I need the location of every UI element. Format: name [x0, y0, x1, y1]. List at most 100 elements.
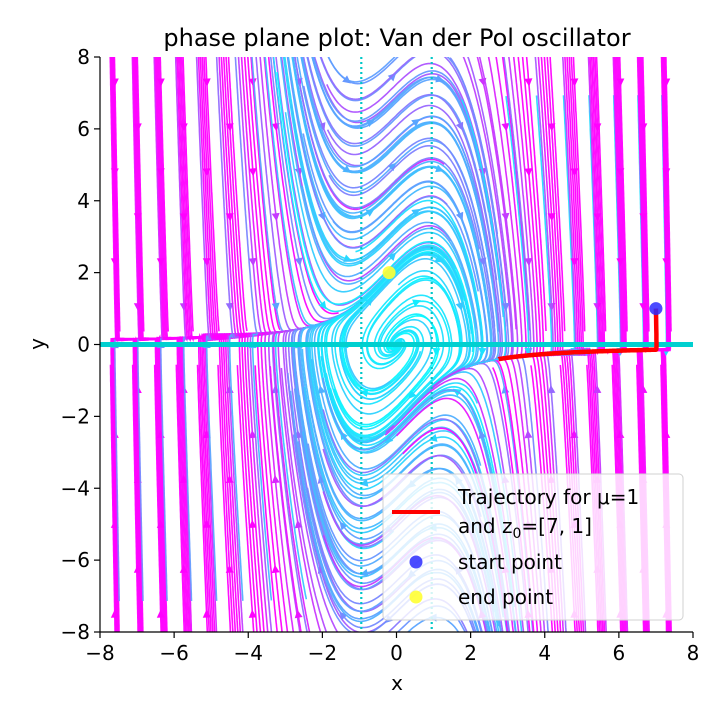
streamline [594, 57, 606, 353]
streamline-arrow [248, 257, 257, 267]
x-tick-label: −8 [85, 641, 114, 665]
streamline-arrow [593, 385, 602, 394]
streamline-arrow [271, 212, 280, 222]
x-tick-label: −4 [234, 641, 263, 665]
streamline-arrow [248, 609, 257, 618]
streamline [135, 57, 149, 340]
streamline [327, 57, 396, 83]
streamline-arrow [432, 347, 441, 357]
streamline-arrow [359, 478, 369, 487]
streamline-arrow [271, 474, 280, 484]
streamline-arrow [339, 611, 348, 621]
streamline [280, 367, 328, 632]
x-ticks-group: −8 −6 −4 −2 0 2 4 6 8 [85, 632, 699, 665]
streamline [236, 365, 255, 632]
streamline [205, 57, 220, 332]
streamline-arrow [524, 78, 533, 87]
y-axis-label: y [25, 338, 49, 350]
x-tick-label: 8 [687, 641, 700, 665]
streamline [595, 57, 607, 332]
streamline-arrow [435, 164, 444, 173]
streamline-arrow [524, 168, 533, 177]
streamline [277, 317, 336, 632]
streamline-arrow [271, 302, 280, 312]
streamline [241, 329, 290, 632]
y-tick-label: 6 [77, 117, 90, 141]
streamline-arrow [501, 212, 510, 222]
streamline [521, 57, 545, 358]
streamline [260, 323, 320, 632]
streamline [246, 57, 319, 334]
streamline [112, 57, 126, 342]
streamline [199, 333, 220, 632]
streamline-arrow [501, 122, 510, 132]
y-tick-label: −2 [61, 404, 90, 428]
streamline [180, 57, 203, 343]
streamline [546, 57, 564, 357]
legend-end-marker [409, 590, 423, 604]
streamline [177, 336, 192, 632]
streamline-arrow [294, 609, 303, 619]
legend: Trajectory for μ=1 and z0=[7, 1] start p… [382, 473, 684, 621]
y-ticks-group: −8 −6 −4 −2 0 2 4 6 8 [61, 45, 100, 644]
legend-trajectory-label-line1: Trajectory for μ=1 [457, 485, 639, 509]
streamline [549, 57, 566, 332]
streamline [276, 72, 475, 371]
streamline-arrow [411, 118, 421, 127]
streamline [292, 57, 493, 367]
streamline [284, 112, 478, 398]
streamline [159, 57, 169, 332]
streamline [113, 57, 121, 332]
streamline-arrow [364, 297, 374, 306]
streamline-arrow [434, 254, 444, 263]
streamline-arrow [411, 208, 421, 217]
streamline [227, 57, 248, 332]
streamline-arrow [524, 257, 533, 267]
streamline [155, 336, 168, 632]
streamline-arrow [662, 429, 671, 439]
streamline [301, 57, 500, 332]
streamline [294, 57, 480, 250]
streamline [153, 364, 162, 632]
legend-line2-subscript: 0 [512, 526, 521, 542]
end-point-marker [382, 266, 396, 280]
trajectory-group [496, 308, 659, 362]
streamline-arrow [156, 78, 165, 87]
markers-group [382, 266, 663, 316]
streamline-arrow [384, 434, 394, 444]
streamline [286, 57, 479, 292]
streamline-arrow [317, 211, 326, 221]
x-tick-label: 0 [390, 641, 403, 665]
legend-trajectory-label-line2: and z0=[7, 1] [458, 514, 592, 542]
legend-box [382, 473, 684, 621]
streamline [196, 364, 209, 632]
streamline [572, 57, 586, 332]
streamline [279, 57, 477, 329]
streamline [197, 332, 210, 632]
streamline-arrow [639, 385, 648, 394]
streamline-arrow [318, 300, 327, 310]
streamline-arrow [662, 78, 671, 87]
x-tick-label: −2 [308, 641, 337, 665]
streamline-arrow [478, 347, 487, 357]
streamline [617, 57, 627, 352]
streamline-arrow [547, 385, 556, 394]
streamline [618, 57, 628, 332]
streamline-arrow [387, 252, 397, 262]
streamline [134, 57, 153, 341]
y-tick-label: 2 [77, 261, 90, 285]
streamline [525, 57, 547, 332]
streamline [641, 57, 649, 352]
streamline [218, 333, 234, 632]
streamline-arrow [412, 299, 422, 307]
x-tick-label: −6 [159, 641, 188, 665]
y-tick-label: 8 [77, 45, 90, 69]
trajectory-line [496, 308, 659, 362]
y-tick-label: −6 [61, 548, 90, 572]
streamline-arrow [639, 123, 648, 132]
x-tick-label: 4 [538, 641, 551, 665]
streamline-arrow [202, 78, 211, 87]
legend-end-label: end point [458, 585, 553, 609]
streamline-arrow [570, 78, 579, 87]
